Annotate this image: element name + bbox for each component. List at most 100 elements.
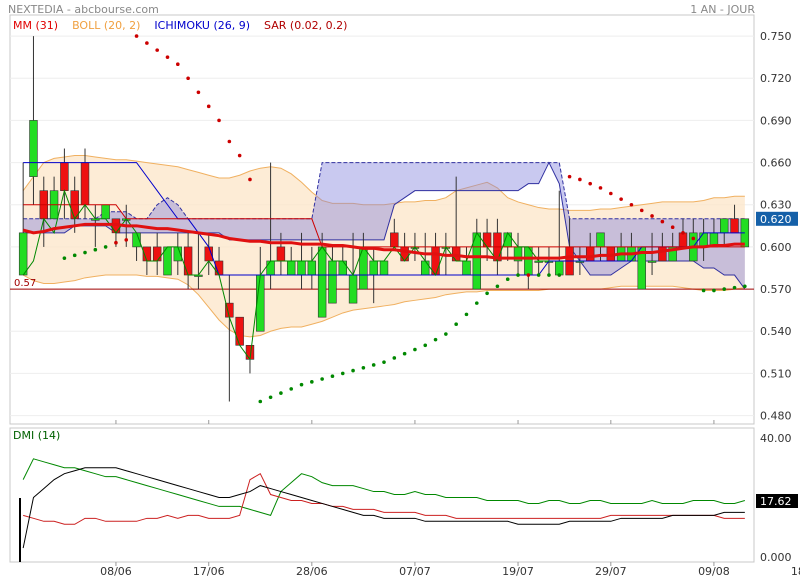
candle bbox=[462, 260, 471, 276]
x-tick-label: 08/06 bbox=[100, 565, 132, 578]
price-panel-frame bbox=[9, 14, 755, 425]
sar-dot bbox=[258, 399, 263, 404]
x-tick-label: 28/06 bbox=[296, 565, 328, 578]
sar-dot bbox=[93, 247, 98, 252]
sar-dot bbox=[402, 351, 407, 356]
sar-dot bbox=[310, 380, 314, 384]
sar-dot bbox=[299, 382, 304, 387]
sar-dot bbox=[505, 277, 510, 282]
ichimoku-kijun bbox=[23, 204, 745, 248]
x-tick-label: 29/07 bbox=[595, 565, 627, 578]
sar-dot bbox=[371, 363, 376, 367]
sar-dot bbox=[196, 90, 201, 95]
candle bbox=[390, 232, 399, 248]
candle bbox=[80, 162, 90, 206]
ichimoku-tenkan bbox=[23, 162, 745, 276]
sar-dot bbox=[567, 174, 572, 179]
candle bbox=[338, 260, 347, 276]
sar-dot bbox=[495, 284, 500, 289]
dmi-panel-frame bbox=[9, 427, 755, 563]
reference-label: 0.57 bbox=[14, 278, 36, 289]
sar-dot bbox=[454, 322, 458, 327]
candle bbox=[101, 204, 110, 220]
sar-dot bbox=[330, 374, 335, 379]
candle bbox=[328, 260, 337, 304]
legend-entry: ICHIMOKU (26, 9) bbox=[154, 19, 251, 32]
candle bbox=[183, 246, 193, 276]
sar-dot bbox=[722, 287, 727, 291]
sar-dot bbox=[485, 291, 489, 296]
sar-dot bbox=[660, 219, 665, 224]
candle bbox=[379, 260, 389, 276]
sar-dot bbox=[609, 191, 613, 196]
sar-dot bbox=[691, 236, 696, 241]
sar-dot bbox=[743, 284, 747, 289]
sar-dot bbox=[588, 181, 592, 186]
candle bbox=[482, 232, 492, 248]
legend-entry: MM (31) bbox=[13, 19, 59, 32]
sar-dot bbox=[268, 395, 273, 400]
x-tick-label: 07/07 bbox=[399, 565, 431, 578]
sar-dot bbox=[279, 391, 283, 395]
dmi-line bbox=[22, 467, 745, 549]
candle bbox=[596, 232, 605, 248]
sar-dot bbox=[464, 312, 469, 317]
dmi-tick-label: 40.00 bbox=[760, 432, 792, 445]
candle bbox=[29, 120, 38, 177]
dmi-line bbox=[23, 473, 745, 525]
candle bbox=[297, 260, 306, 276]
sar-dot bbox=[670, 225, 675, 230]
candle bbox=[307, 260, 317, 276]
sar-dot bbox=[206, 104, 211, 109]
chart-title: NEXTEDIA - abcbourse.com bbox=[8, 3, 159, 16]
price-tick-label: 0.480 bbox=[760, 410, 792, 423]
x-tick-label: 18/08 bbox=[791, 565, 800, 578]
sar-dot bbox=[629, 202, 634, 207]
candle bbox=[266, 260, 275, 276]
sar-dot bbox=[392, 356, 397, 360]
price-tick-label: 0.750 bbox=[760, 30, 792, 43]
sar-dot bbox=[382, 360, 386, 364]
sar-dot bbox=[217, 118, 221, 123]
sar-dot bbox=[165, 55, 170, 59]
sar-dot bbox=[413, 347, 417, 352]
sar-dot bbox=[361, 365, 366, 370]
sar-dot bbox=[114, 240, 118, 245]
candle bbox=[585, 246, 595, 262]
sar-dot bbox=[557, 273, 562, 277]
dmi-tick-label: 0.000 bbox=[760, 551, 792, 564]
x-tick-label: 09/08 bbox=[698, 565, 730, 578]
candle bbox=[317, 246, 327, 318]
sar-dot bbox=[248, 177, 252, 182]
bollinger-band bbox=[23, 155, 745, 337]
candle bbox=[235, 316, 244, 346]
sar-dot bbox=[547, 273, 551, 277]
sar-dot bbox=[474, 301, 479, 305]
candle bbox=[256, 274, 265, 332]
price-tick-label: 0.690 bbox=[760, 114, 792, 127]
candle bbox=[60, 162, 69, 191]
candle bbox=[152, 246, 162, 262]
sar-dot bbox=[701, 288, 706, 293]
legend-entry: BOLL (20, 2) bbox=[72, 19, 141, 32]
candle bbox=[286, 260, 296, 276]
candle bbox=[647, 260, 657, 263]
sar-dot bbox=[598, 186, 603, 190]
sar-dot bbox=[134, 34, 139, 38]
sar-dot bbox=[732, 285, 737, 290]
sar-dot bbox=[83, 250, 87, 255]
price-tick-label: 0.660 bbox=[760, 157, 792, 170]
price-tick-label: 0.600 bbox=[760, 241, 792, 254]
sar-dot bbox=[433, 337, 438, 342]
legend: MM (31) BOLL (20, 2) ICHIMOKU (26, 9) SAR (… bbox=[13, 19, 361, 32]
bollinger-lower bbox=[22, 274, 745, 338]
sar-dot bbox=[72, 253, 77, 258]
period-label: 1 AN - JOUR bbox=[690, 3, 755, 16]
candle bbox=[348, 274, 358, 304]
sar-dot bbox=[578, 177, 582, 182]
price-tick-label: 0.540 bbox=[760, 325, 792, 338]
sar-dot bbox=[526, 273, 531, 277]
candle bbox=[421, 260, 430, 276]
candle bbox=[699, 232, 708, 248]
